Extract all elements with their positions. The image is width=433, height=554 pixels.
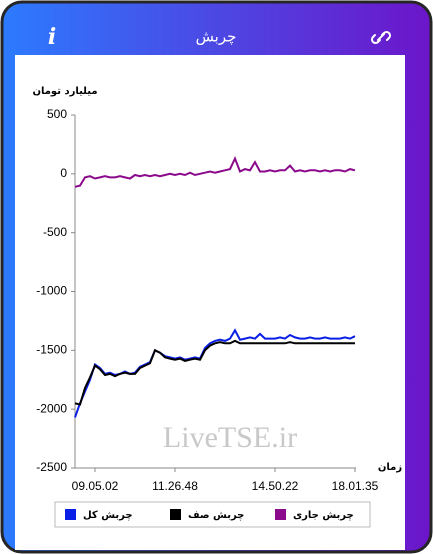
x-tick-label: 18.01.35 (332, 479, 379, 493)
link-icon[interactable] (370, 30, 392, 45)
legend-swatch (65, 509, 76, 520)
legend-label: چربش کل (83, 510, 133, 521)
legend-label: چربش صف (188, 510, 244, 521)
series-line (74, 339, 355, 406)
y-tick-label: 0 (60, 166, 67, 180)
y-tick-label: -500 (43, 225, 67, 239)
link-part (370, 34, 381, 45)
legend-swatch (170, 509, 181, 520)
x-tick-label: 09.05.02 (72, 479, 119, 493)
y-tick-label: 500 (47, 107, 67, 121)
header-title: چربش (196, 28, 237, 46)
series-line (74, 155, 356, 188)
y-tick-label: -2500 (36, 460, 67, 474)
y-axis-label: میلیارد تومان (32, 86, 97, 97)
y-tick-label: -2000 (36, 401, 67, 415)
link-part (377, 33, 385, 41)
legend (54, 501, 371, 528)
info-icon[interactable]: i (48, 24, 56, 50)
legend-swatch (275, 509, 286, 520)
y-tick-label: -1000 (36, 284, 67, 298)
watermark: LiveTSE.ir (163, 421, 297, 454)
x-tick-label: 14.50.22 (252, 479, 299, 493)
legend-label: چربش جاری (293, 510, 354, 521)
y-tick-label: -1500 (36, 343, 67, 357)
panel (15, 55, 405, 550)
link-part (381, 30, 392, 41)
x-tick-label: 11.26.48 (152, 479, 198, 493)
x-axis-label: زمان (378, 462, 402, 473)
